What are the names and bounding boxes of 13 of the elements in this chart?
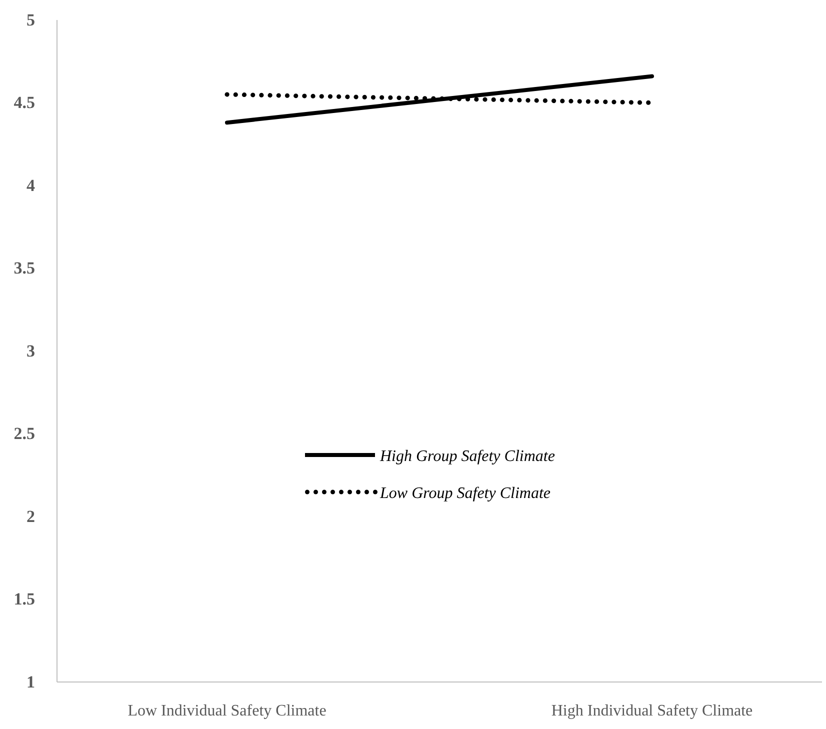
y-tick-label: 3 — [26, 341, 35, 360]
y-tick-label: 1 — [26, 672, 35, 692]
y-tick-label: 3.5 — [14, 258, 35, 278]
y-tick-label: 1.5 — [14, 590, 35, 609]
legend-label: Low Group Safety Climate — [379, 485, 551, 502]
y-tick-label: 4.5 — [14, 93, 35, 112]
x-tick-label: High Individual Safety Climate — [551, 702, 753, 720]
y-tick-label: 2 — [26, 506, 35, 526]
legend-label: High Group Safety Climate — [379, 448, 555, 465]
x-tick-label: Low Individual Safety Climate — [128, 702, 326, 720]
y-tick-label: 4 — [26, 176, 36, 195]
y-tick-label: 2.5 — [14, 424, 35, 444]
y-tick-label: 5 — [26, 10, 35, 30]
